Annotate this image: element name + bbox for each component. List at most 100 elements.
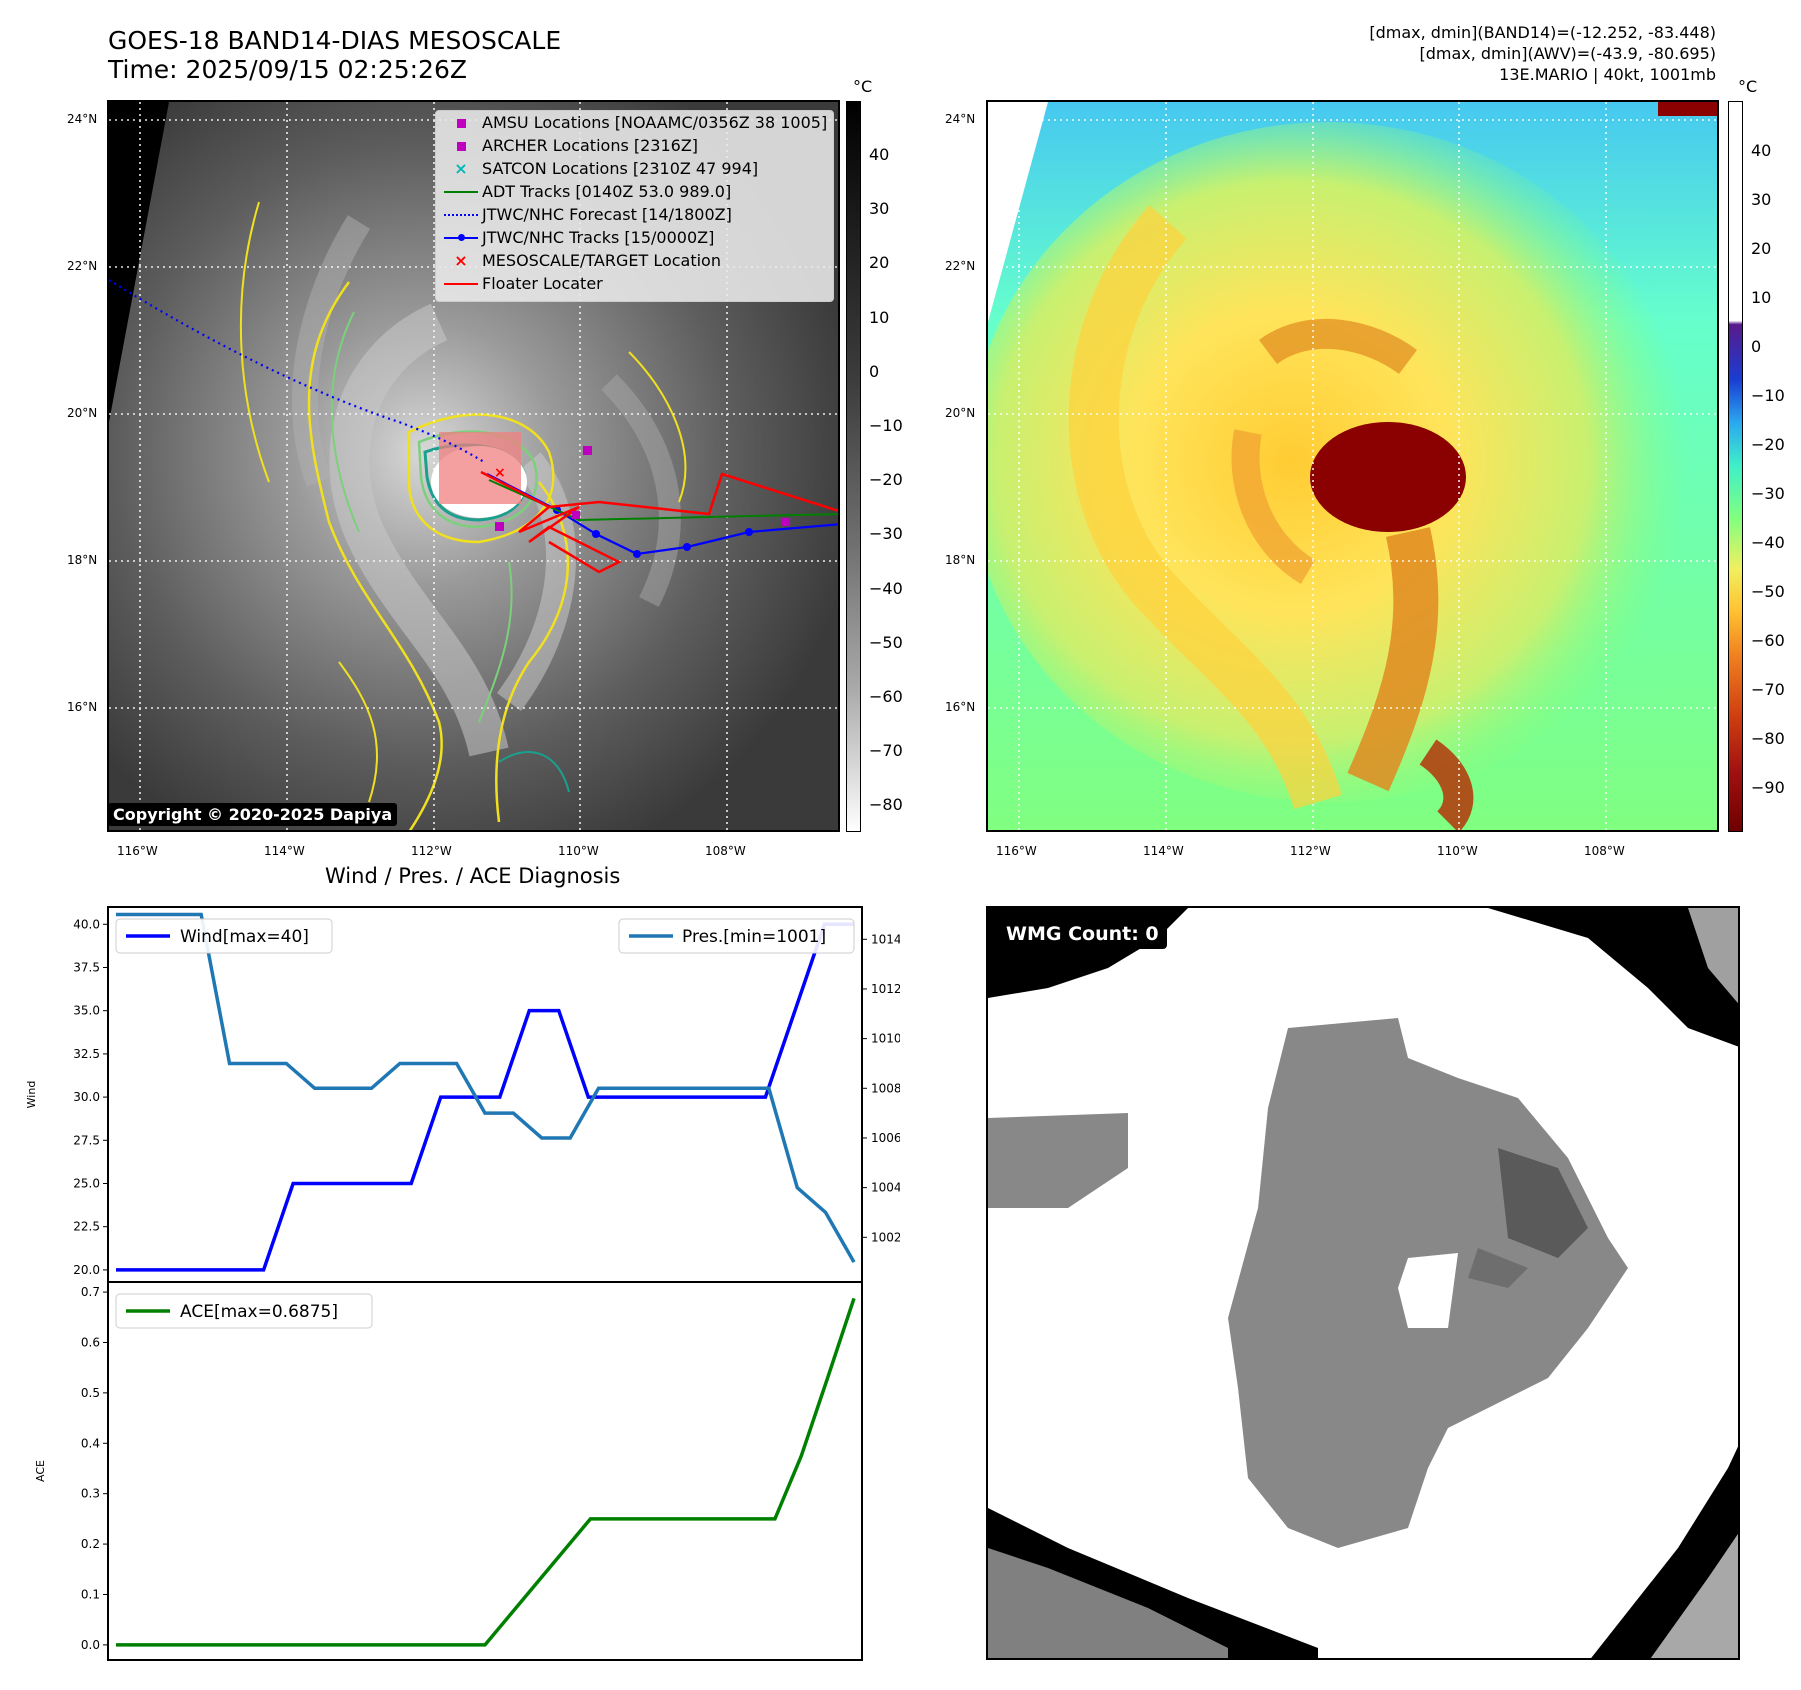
colorbar-tick-label: 30 [1751,190,1772,209]
ytick-right-label: 1004 [871,1181,900,1195]
wind-legend-label: Wind[max=40] [180,927,309,947]
legend-item: ADT Tracks [0140Z 53.0 989.0] [440,181,731,201]
colorbar-tick-label: −60 [869,687,903,706]
lon-label: 116°W [117,844,158,858]
pressure-series-line [116,912,856,1264]
x-marker-icon: × [454,250,468,270]
colorbar-tick-label: −70 [1751,680,1785,699]
colorbar-tick-label: −80 [869,795,903,815]
colorbar-tick-label: 40 [869,145,890,164]
wind-legend-box [115,918,333,954]
ir-color-map-svg [988,102,1717,830]
legend-item: × MESOSCALE/TARGET Location [440,250,721,270]
ace-axes [107,1281,863,1661]
square-marker-icon [440,136,482,156]
lon-label: 108°W [1584,844,1625,858]
wmg-count-badge: WMG Count: 0 [998,919,1167,949]
ytick-right-label: 1012 [871,982,900,996]
lat-label: 16°N [945,700,976,714]
ace-legend-box [115,1293,373,1329]
colorbar-tick-label: −50 [869,632,903,652]
ytick-right-label: 1006 [871,1131,900,1145]
colorbar-unit: °C [853,77,873,96]
colorbar-tick-label: 20 [869,253,890,273]
ytick-right-label: 1002 [871,1230,900,1244]
legend-item: ARCHER Locations [2316Z] [440,135,698,155]
ytick-label: 27.5 [73,1133,100,1147]
x-marker-icon: × [454,158,468,178]
title-line-2: Time: 2025/09/15 02:25:26Z [108,55,467,84]
pressure-legend-box [618,918,855,954]
wind-series-line [116,922,854,1272]
line-dot-icon [440,228,482,248]
lat-label: 20°N [67,406,98,420]
colorbar-tick-label: 30 [869,199,890,219]
ytick-label: 0.6 [81,1335,100,1349]
ytick-label: 0.5 [81,1386,100,1400]
colorbar-tick-label: 10 [1751,288,1772,307]
map-legend-items: AMSU Locations [NOAAMC/0356Z 38 1005] AR… [434,109,831,299]
lat-label: 20°N [945,406,976,420]
ace-axis-label: ACE [34,1460,47,1482]
copyright-badge: Copyright © 2020-2025 Dapiya [108,803,398,826]
header-stats-line-1: [dmax, dmin](BAND14)=(-12.252, -83.448) [1369,23,1716,42]
pressure-legend-label: Pres.[min=1001] [682,927,826,947]
lat-label: 22°N [67,259,98,273]
lon-label: 112°W [1290,844,1331,858]
wmg-panel [986,906,1740,1660]
wind-pressure-axes [107,906,863,1283]
diagnosis-title: Wind / Pres. / ACE Diagnosis [325,864,621,888]
diagnosis-chart: 40.0 37.5 35.0 32.5 30.0 27.5 25.0 22.5 20.0 1014… [25,906,900,1661]
colorbar-tick-label: −80 [1751,729,1785,748]
colorbar-tick-label: −70 [869,741,903,761]
ytick-label: 22.5 [73,1220,100,1234]
ytick-label: 0.1 [81,1587,100,1601]
lat-label: 24°N [67,112,98,126]
wind-axis-label: Wind [25,1081,38,1109]
line-icon [440,182,482,202]
ace-legend-label: ACE[max=0.6875] [180,1302,338,1322]
header-stats: [dmax, dmin](BAND14)=(-12.252, -83.448) … [1369,22,1716,85]
ytick-label: 0.4 [81,1436,100,1450]
ytick-label: 37.5 [73,960,100,974]
lon-label: 110°W [1437,844,1478,858]
ytick-label: 0.0 [81,1638,100,1652]
colorbar-unit: °C [1738,77,1758,96]
colorbar-tick-label: −50 [1751,582,1785,601]
colorbar-tick-label: 40 [1751,141,1772,160]
lon-label: 116°W [996,844,1037,858]
map-legend [435,110,834,302]
figure-title: GOES-18 BAND14-DIAS MESOSCALE Time: 2025… [108,26,561,84]
colorbar-tick-label: 10 [869,307,890,327]
ytick-label: 25.0 [73,1176,100,1190]
ytick-label: 0.7 [81,1285,100,1299]
ytick-label: 20.0 [73,1263,100,1277]
ytick-label: 40.0 [73,917,100,931]
gray-colorbar [846,101,861,832]
lon-label: 110°W [558,844,599,858]
ytick-label: 32.5 [73,1047,100,1061]
legend-item: AMSU Locations [NOAAMC/0356Z 38 1005] [440,112,827,132]
lat-label: 18°N [945,553,976,567]
lat-label: 16°N [67,700,98,714]
ir-color-map [986,100,1719,832]
lat-label: 24°N [945,112,976,126]
colorbar-tick-label: 20 [1751,239,1772,258]
ytick-right-label: 1010 [871,1032,900,1046]
legend-item: JTWC/NHC Forecast [14/1800Z] [440,204,732,224]
lon-label: 108°W [705,844,746,858]
ace-series-line [116,1297,856,1647]
wmg-panel-svg [988,908,1738,1658]
lat-label: 18°N [67,553,98,567]
ir-gray-map: × [107,100,840,832]
colorbar-tick-label: −90 [1751,778,1785,797]
ytick-right-label: 1008 [871,1081,900,1095]
colorbar-tick-label: −30 [1751,484,1785,503]
colorbar-tick-label: −40 [1751,533,1785,552]
colorbar-tick-label: −60 [1751,631,1785,650]
colorbar-tick-label: −40 [869,578,903,598]
ytick-right-label: 1014 [871,932,900,946]
lon-label: 114°W [264,844,305,858]
legend-item: JTWC/NHC Tracks [15/0000Z] [440,227,714,247]
colorbar-tick-label: −10 [869,416,903,435]
